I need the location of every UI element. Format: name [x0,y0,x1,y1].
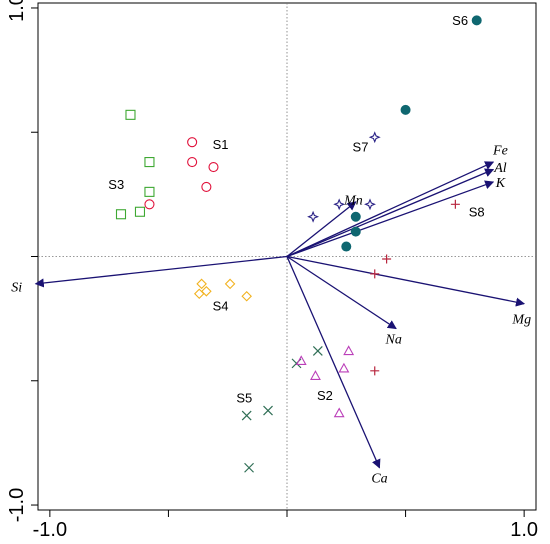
y-tick-label: -1.0 [6,488,28,522]
point-s2 [338,362,350,373]
variable-label-si: Si [11,280,22,295]
y-tick-label: 1.0 [6,0,28,22]
point-s3 [144,157,155,168]
site-label-s7: S7 [353,140,369,155]
site-label-s5: S5 [236,391,252,406]
point-s8 [382,254,392,264]
variable-arrow-si [34,255,288,288]
point-s1 [201,181,212,192]
site-label-s4: S4 [213,299,229,314]
point-s8 [450,199,460,209]
point-s6 [341,241,352,252]
point-s2 [295,355,307,366]
point-s1 [144,199,155,210]
point-s5 [263,405,273,416]
point-s3 [144,186,155,197]
variable-arrow-fe [286,161,495,258]
point-s3 [125,109,136,120]
point-s2 [343,345,355,356]
point-s4 [196,278,207,290]
point-s4 [193,288,205,300]
point-s4 [241,290,252,302]
variable-label-al: Al [493,161,507,176]
point-s3 [134,206,146,217]
variable-label-fe: Fe [492,144,508,159]
point-s5 [241,410,252,421]
point-s6 [350,211,361,222]
variable-arrow-k [286,180,495,258]
point-s4 [201,286,212,297]
site-label-s1: S1 [213,137,229,152]
variable-label-na: Na [385,333,402,348]
point-s7 [364,198,376,211]
variable-arrow-mn [286,201,357,258]
point-s7 [368,131,381,144]
point-s8 [370,366,380,376]
site-label-s3: S3 [108,177,124,192]
point-s5 [312,346,323,356]
variable-label-mg: Mg [511,313,531,328]
point-s5 [244,462,254,473]
variable-arrow-al [286,168,495,258]
x-tick-label: -1.0 [33,519,67,541]
point-s2 [333,407,345,418]
variable-arrow-ca [286,256,381,469]
x-tick-label: 1.0 [510,519,538,541]
point-s7 [307,210,320,223]
point-s4 [224,278,236,290]
point-s7 [333,198,346,211]
point-s6 [400,104,411,115]
site-label-s6: S6 [452,13,468,28]
variable-arrow-mg [286,255,526,307]
variable-label-k: K [495,176,506,191]
point-s1 [208,161,219,173]
variable-label-ca: Ca [371,472,387,487]
site-label-s8: S8 [469,204,485,219]
point-s2 [310,370,321,380]
point-s1 [187,137,198,148]
site-label-s2: S2 [317,388,333,403]
variable-label-mn: Mn [343,193,363,208]
point-s8 [370,269,380,279]
point-s3 [115,209,127,220]
point-s6 [471,15,482,26]
point-s6 [350,226,361,237]
point-s1 [187,157,198,168]
variable-arrow-na [286,255,397,330]
